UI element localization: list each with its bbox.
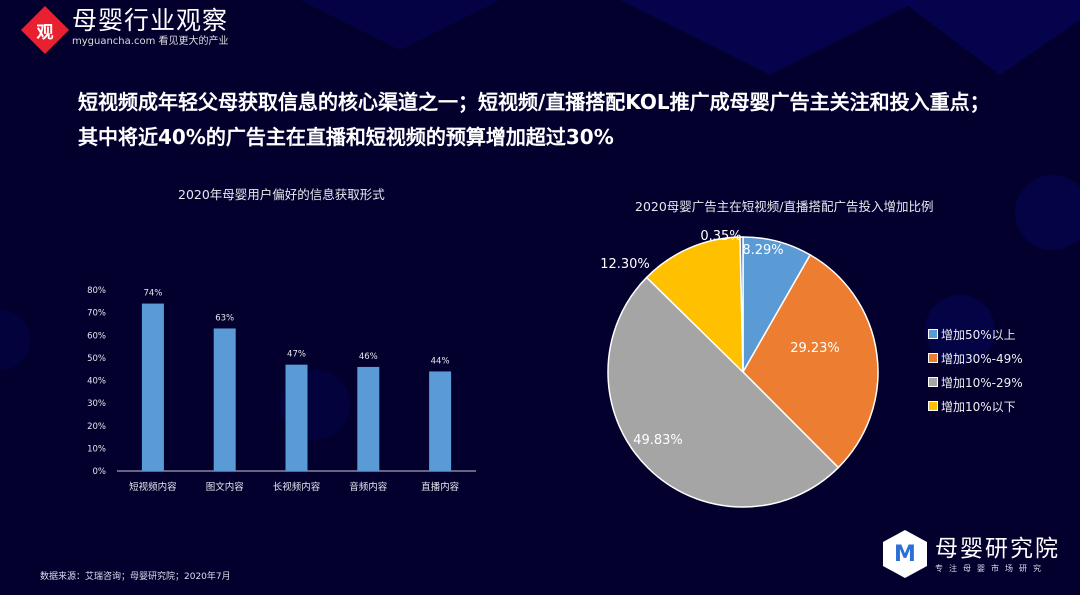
bar-value-label: 44% [431, 356, 450, 366]
legend-item: 增加50%以上 [928, 322, 1023, 346]
bar [285, 364, 308, 471]
background-triangles [300, 0, 1080, 75]
y-tick-label: 80% [87, 286, 106, 296]
pie-legend: 增加50%以上 增加30%-49% 增加10%-29% 增加10%以下 [928, 322, 1023, 418]
x-tick-label: 图文内容 [206, 481, 245, 493]
footer-logo: M 母婴研究院 专注母婴市场研究 [883, 530, 1060, 578]
brand-tagline: myguancha.com 看见更大的产业 [72, 36, 229, 47]
bar-chart: 0% 10% 20% 30% 40% 50% 60% 70% 80% 74% 短视频内容 63% 图文内… [87, 286, 476, 493]
y-tick-label: 50% [87, 354, 106, 364]
headline-line-2: 其中将近40%的广告主在直播和短视频的预算增加超过30% [78, 125, 614, 149]
data-source: 数据来源：艾瑞咨询；母婴研究院；2020年7月 [40, 572, 231, 582]
footer-tagline: 专注母婴市场研究 [935, 563, 1047, 573]
pie-value-label: 8.29% [742, 243, 783, 258]
pie-slice [742, 253, 879, 469]
pie-value-label: 12.30% [600, 257, 650, 272]
legend-swatch [928, 401, 938, 411]
pie-slice [607, 276, 840, 508]
pie-chart: 8.29% 29.23% 49.83% 12.30% 0.35% [600, 229, 879, 508]
pie-chart-title: 2020母婴广告主在短视频/直播搭配广告投入增加比例 [635, 199, 934, 214]
bar-chart-title: 2020年母婴用户偏好的信息获取形式 [178, 187, 385, 202]
pie-slice [645, 236, 744, 374]
bar [213, 328, 236, 471]
x-tick-label: 音频内容 [349, 481, 388, 493]
pie-value-label: 49.83% [633, 433, 683, 448]
legend-swatch [928, 353, 938, 363]
y-tick-label: 40% [87, 377, 106, 387]
brand-name: 母婴行业观察 [72, 6, 229, 35]
x-tick-label: 短视频内容 [129, 481, 177, 493]
pie-slice [739, 236, 744, 373]
bar-value-label: 74% [143, 289, 162, 299]
legend-swatch [928, 329, 938, 339]
y-tick-label: 20% [87, 422, 106, 432]
legend-item: 增加10%-29% [928, 370, 1023, 394]
pie-value-label: 29.23% [790, 341, 840, 356]
headline: 短视频成年轻父母获取信息的核心渠道之一；短视频/直播搭配KOL推广成母婴广告主关… [78, 85, 990, 155]
footer-brand: 母婴研究院 [935, 535, 1060, 562]
bar [429, 371, 452, 471]
legend-item: 增加10%以下 [928, 394, 1023, 418]
pie-value-label: 0.35% [700, 229, 741, 244]
bar-value-label: 46% [359, 352, 378, 362]
logo-mark: 观 [20, 5, 70, 55]
bar-value-label: 63% [215, 313, 234, 323]
header-logo: 观 母婴行业观察 myguancha.com 看见更大的产业 [20, 5, 229, 55]
y-tick-label: 30% [87, 399, 106, 409]
legend-item: 增加30%-49% [928, 346, 1023, 370]
legend-swatch [928, 377, 938, 387]
x-tick-label: 直播内容 [421, 481, 460, 493]
y-tick-label: 10% [87, 444, 106, 454]
y-tick-label: 60% [87, 331, 106, 341]
y-tick-label: 0% [93, 467, 107, 477]
bar-value-label: 47% [287, 350, 306, 360]
headline-line-1: 短视频成年轻父母获取信息的核心渠道之一；短视频/直播搭配KOL推广成母婴广告主关… [78, 90, 990, 114]
x-tick-label: 长视频内容 [273, 481, 321, 493]
bar [357, 366, 380, 471]
y-tick-label: 70% [87, 309, 106, 319]
bar [141, 303, 164, 471]
footer-logo-icon: M [883, 530, 927, 578]
